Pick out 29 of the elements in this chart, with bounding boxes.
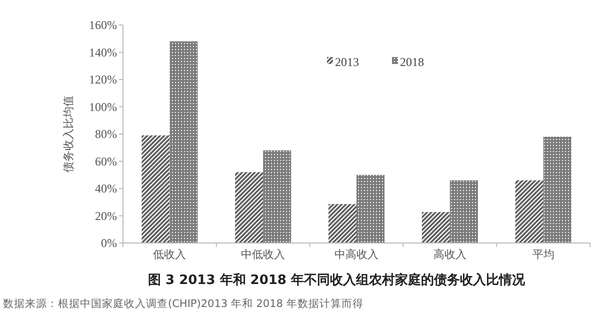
bar bbox=[170, 41, 198, 243]
bar bbox=[235, 172, 264, 243]
bar bbox=[142, 135, 170, 243]
y-tick-label: 20% bbox=[95, 208, 117, 223]
x-tick-label: 高收入 bbox=[433, 248, 466, 261]
text: 图 3 2013 年和 2018 年不同收入组农村家庭的债务收入比情况 bbox=[148, 272, 526, 288]
y-tick-label: 60% bbox=[95, 154, 117, 168]
y-axis-title: 债务收入比均值 bbox=[62, 96, 75, 172]
bar bbox=[543, 136, 572, 243]
x-tick-label: 中低收入 bbox=[241, 248, 286, 261]
legend-label: 2018 bbox=[400, 55, 424, 70]
bar bbox=[328, 204, 356, 243]
bar bbox=[450, 180, 478, 243]
source-note: 数据来源：根据中国家庭收入调查(CHIP)2013 年和 2018 年数据计算而得 bbox=[3, 297, 364, 310]
x-tick-label: 低收入 bbox=[153, 248, 186, 261]
x-tick-label: 中高收入 bbox=[334, 248, 378, 261]
bar bbox=[356, 174, 385, 243]
y-tick-label: 120% bbox=[89, 72, 117, 87]
y-tick-label: 0% bbox=[101, 236, 117, 250]
y-tick-label: 140% bbox=[89, 45, 117, 60]
y-tick-label: 100% bbox=[89, 100, 117, 114]
legend-label: 2013 bbox=[335, 55, 359, 70]
bar bbox=[515, 180, 544, 243]
bar bbox=[263, 150, 292, 243]
y-tick-label: 160% bbox=[89, 18, 117, 32]
y-tick-label: 40% bbox=[95, 182, 117, 196]
y-tick-label: 80% bbox=[95, 127, 117, 142]
bar bbox=[422, 212, 450, 243]
x-tick-label: 平均 bbox=[532, 248, 554, 261]
